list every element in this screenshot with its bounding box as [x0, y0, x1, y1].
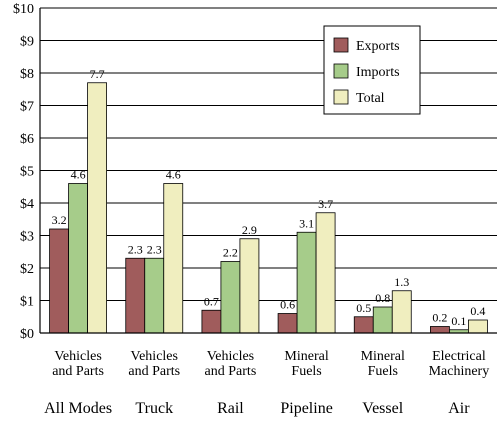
data-label: 3.1	[299, 216, 314, 230]
bar-imports	[296, 231, 317, 334]
data-label: 0.7	[204, 294, 219, 308]
axes	[39, 8, 497, 334]
bar-imports	[372, 306, 393, 334]
bar-exports	[430, 326, 450, 334]
bar-exports	[49, 228, 69, 334]
bar-total	[163, 183, 184, 334]
legend-swatch-imports	[333, 63, 349, 79]
y-tick-label: $10	[13, 2, 34, 17]
data-label: 0.8	[375, 291, 390, 305]
labels: $0 $1 $2 $3 $4 $5 $6 $7 $8 $9 $10 3.2 4.6 7.7 Vehicles…	[13, 2, 489, 417]
data-label: 0.4	[470, 304, 485, 318]
data-label: 3.7	[318, 197, 333, 211]
data-label: 4.6	[71, 168, 86, 182]
x-category-label-line2: Machinery	[429, 364, 490, 379]
bar-total	[239, 238, 260, 334]
data-label: 0.1	[451, 314, 466, 328]
legend-label-imports: Imports	[356, 65, 400, 80]
x-group-label: Truck	[135, 400, 173, 417]
data-label: 2.3	[128, 242, 143, 256]
bar-total	[468, 319, 488, 334]
legend-label-exports: Exports	[356, 39, 400, 54]
y-tick-label: $4	[20, 197, 34, 212]
x-group-label: All Modes	[44, 400, 112, 417]
x-group-label: Vessel	[362, 400, 403, 417]
y-tick-label: $1	[20, 295, 34, 310]
bar-imports	[220, 261, 241, 334]
x-category-label-line2: Fuels	[368, 364, 398, 379]
legend-swatch-exports	[333, 37, 349, 53]
y-tick-label: $7	[20, 100, 34, 115]
bar-exports	[201, 309, 222, 334]
y-tick-label: $2	[20, 262, 34, 277]
x-group-label: Rail	[217, 400, 244, 417]
x-category-label-line2: Fuels	[291, 364, 321, 379]
data-label: 3.2	[52, 213, 67, 227]
bar-total	[391, 290, 412, 334]
data-label: 4.6	[166, 168, 181, 182]
data-label: 0.2	[432, 311, 447, 325]
y-tick-label: $9	[20, 35, 34, 50]
bar-exports	[277, 313, 298, 334]
y-tick-label: $3	[20, 230, 34, 245]
x-category-label-line1: Mineral	[284, 349, 328, 364]
bar-exports	[353, 316, 374, 334]
bar-total	[315, 212, 336, 334]
y-tick-label: $5	[20, 165, 34, 180]
x-category-label-line1: Mineral	[361, 349, 405, 364]
data-label: 2.9	[242, 223, 257, 237]
data-label: 7.7	[90, 67, 105, 81]
x-category-label-line2: and Parts	[128, 364, 180, 379]
x-category-label-line1: Electrical	[432, 349, 486, 364]
data-label: 2.3	[147, 242, 162, 256]
legend: Exports Imports Total	[323, 25, 421, 115]
data-label: 0.5	[356, 301, 371, 315]
y-tick-label: $6	[20, 132, 34, 147]
legend-swatch-total	[333, 89, 349, 105]
data-label: 0.6	[280, 298, 295, 312]
bar-imports	[144, 257, 165, 334]
bars	[49, 82, 488, 334]
x-category-label-line1: Vehicles	[131, 349, 178, 364]
gridlines	[40, 7, 497, 334]
legend-label-total: Total	[356, 91, 385, 106]
y-tick-label: $0	[20, 327, 34, 342]
data-label: 1.3	[394, 275, 409, 289]
y-tick-label: $8	[20, 67, 34, 82]
data-label: 2.2	[223, 246, 238, 260]
x-group-label: Pipeline	[280, 400, 332, 417]
x-group-label: Air	[448, 400, 470, 417]
bar-exports	[125, 257, 146, 334]
x-category-label-line2: and Parts	[205, 364, 257, 379]
bar-imports	[68, 183, 88, 334]
bar-total	[87, 82, 107, 334]
x-category-label-line1: Vehicles	[54, 349, 101, 364]
x-category-label-line1: Vehicles	[207, 349, 254, 364]
x-category-label-line2: and Parts	[52, 364, 104, 379]
